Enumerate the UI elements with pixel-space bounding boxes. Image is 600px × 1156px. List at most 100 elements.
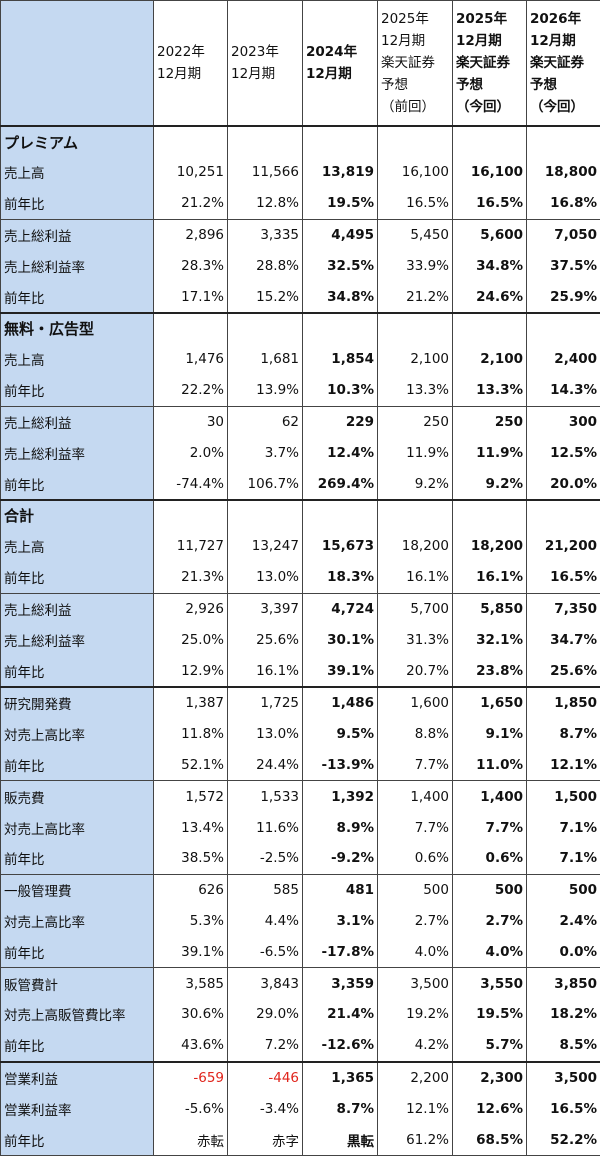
value-cell: 11.6% — [228, 812, 303, 843]
value-cell: 13.3% — [378, 375, 453, 406]
value-cell: 1,400 — [378, 781, 453, 812]
value-cell: 37.5% — [527, 250, 600, 281]
row-label: 研究開発費 — [1, 687, 154, 719]
value-cell: 7,050 — [527, 219, 600, 250]
value-cell: 13.3% — [453, 375, 527, 406]
row-label: 前年比 — [1, 188, 154, 219]
value-cell: 5,600 — [453, 219, 527, 250]
value-cell: 8.7% — [303, 1093, 378, 1124]
value-cell: 3.1% — [303, 906, 378, 937]
value-cell: 4.2% — [378, 1030, 453, 1062]
row-label: 前年比 — [1, 750, 154, 781]
value-cell: 22.2% — [154, 375, 228, 406]
value-cell: 7.1% — [527, 812, 600, 843]
value-cell: 30.1% — [303, 624, 378, 655]
value-cell: 34.7% — [527, 624, 600, 655]
row-label: 売上総利益率 — [1, 250, 154, 281]
value-cell: 300 — [527, 406, 600, 437]
value-cell: 62 — [228, 406, 303, 437]
value-cell: 32.1% — [453, 624, 527, 655]
section-title: プレミアム — [1, 126, 154, 157]
value-cell: 12.5% — [527, 437, 600, 468]
value-cell: 8.9% — [303, 812, 378, 843]
value-cell: 269.4% — [303, 468, 378, 500]
value-cell: 13,819 — [303, 157, 378, 188]
row-label: 前年比 — [1, 936, 154, 967]
row-label: 売上高 — [1, 344, 154, 375]
row-label: 営業利益 — [1, 1062, 154, 1094]
value-cell: 7.7% — [378, 750, 453, 781]
value-cell: 5.7% — [453, 1030, 527, 1062]
value-cell: 2.7% — [378, 906, 453, 937]
value-cell: -6.5% — [228, 936, 303, 967]
row-label: 対売上高比率 — [1, 812, 154, 843]
empty-cell — [378, 500, 453, 531]
value-cell: 3,359 — [303, 968, 378, 999]
value-cell: 43.6% — [154, 1030, 228, 1062]
value-cell: 5,850 — [453, 593, 527, 624]
value-cell: 1,600 — [378, 687, 453, 719]
value-cell: 赤字 — [228, 1124, 303, 1155]
value-cell: 39.1% — [303, 655, 378, 687]
value-cell: 9.2% — [378, 468, 453, 500]
value-cell: 3,585 — [154, 968, 228, 999]
header-2024: 2024年 12月期 — [303, 1, 378, 127]
value-cell: 13.4% — [154, 812, 228, 843]
table-row: 営業利益率-5.6%-3.4%8.7%12.1%12.6%16.5% — [1, 1093, 600, 1124]
value-cell: 16.5% — [527, 562, 600, 593]
row-label: 売上総利益 — [1, 406, 154, 437]
section-title: 無料・広告型 — [1, 313, 154, 344]
value-cell: 16.8% — [527, 188, 600, 219]
value-cell: 106.7% — [228, 468, 303, 500]
value-cell: 9.1% — [453, 719, 527, 750]
value-cell: -17.8% — [303, 936, 378, 967]
empty-cell — [527, 126, 600, 157]
empty-cell — [154, 313, 228, 344]
value-cell: 2,300 — [453, 1062, 527, 1094]
value-cell: 25.6% — [228, 624, 303, 655]
value-cell: 11,727 — [154, 531, 228, 562]
value-cell: 2,926 — [154, 593, 228, 624]
value-cell: 13.0% — [228, 719, 303, 750]
empty-cell — [378, 126, 453, 157]
value-cell: 14.3% — [527, 375, 600, 406]
value-cell: 1,854 — [303, 344, 378, 375]
value-cell: 30 — [154, 406, 228, 437]
value-cell: 4.4% — [228, 906, 303, 937]
value-cell: 250 — [453, 406, 527, 437]
value-cell: 8.8% — [378, 719, 453, 750]
value-cell: -5.6% — [154, 1093, 228, 1124]
empty-cell — [154, 500, 228, 531]
value-cell: 24.4% — [228, 750, 303, 781]
value-cell: 1,572 — [154, 781, 228, 812]
value-cell: 16.1% — [453, 562, 527, 593]
value-cell: 8.7% — [527, 719, 600, 750]
value-cell: 7.7% — [453, 812, 527, 843]
value-cell: -659 — [154, 1062, 228, 1094]
section-header-row: 無料・広告型 — [1, 313, 600, 344]
value-cell: 39.1% — [154, 936, 228, 967]
row-label: 対売上高販管費比率 — [1, 999, 154, 1030]
value-cell: 33.9% — [378, 250, 453, 281]
value-cell: -3.4% — [228, 1093, 303, 1124]
value-cell: 16,100 — [453, 157, 527, 188]
value-cell: 9.2% — [453, 468, 527, 500]
value-cell: 28.3% — [154, 250, 228, 281]
row-label: 前年比 — [1, 468, 154, 500]
value-cell: 赤転 — [154, 1124, 228, 1155]
